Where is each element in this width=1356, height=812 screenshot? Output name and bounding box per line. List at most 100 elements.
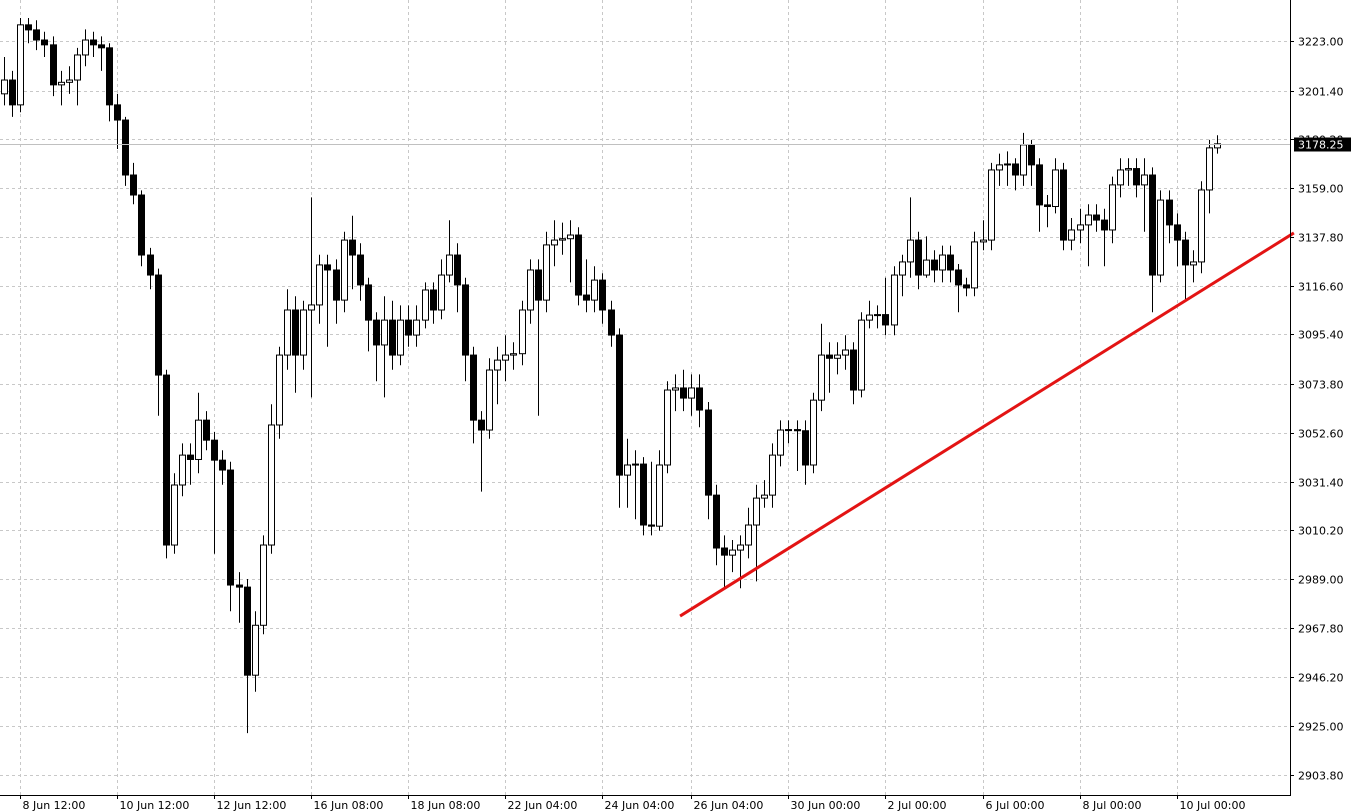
x-tick-label: 12 Jun 12:00 <box>217 799 287 812</box>
candle-body <box>1 79 8 95</box>
candle-body <box>211 439 218 461</box>
candle-body <box>260 544 267 626</box>
candle-body <box>308 304 315 311</box>
candle-body <box>1020 144 1027 176</box>
y-tick-label: 3095.40 <box>1298 329 1344 342</box>
candle-body <box>1117 169 1124 186</box>
candle-body <box>882 314 889 326</box>
candle-body <box>891 274 898 326</box>
candle-body <box>494 359 501 371</box>
candle-body <box>1174 224 1181 241</box>
candle-body <box>874 314 881 317</box>
candle-body <box>341 239 348 301</box>
candle-body <box>915 239 922 276</box>
candle-body <box>688 387 695 399</box>
candle-body <box>454 254 461 286</box>
candle-body <box>33 29 40 41</box>
candle-body <box>324 264 331 271</box>
candle-body <box>656 464 663 527</box>
candle-body <box>171 484 178 546</box>
candle-body <box>980 239 987 243</box>
candle-body <box>25 24 32 31</box>
y-tick-label: 3201.40 <box>1298 86 1344 99</box>
x-tick-label: 16 Jun 08:00 <box>314 799 384 812</box>
candle-body <box>179 454 186 486</box>
candle-body <box>405 319 412 336</box>
candle-body <box>122 119 129 176</box>
candle-body <box>357 254 364 286</box>
candle-body <box>58 81 65 86</box>
candle-body <box>535 269 542 301</box>
y-tick-label: 3073.80 <box>1298 379 1344 392</box>
x-tick-label: 30 Jun 00:00 <box>791 799 861 812</box>
grid <box>0 0 1290 795</box>
candle-body <box>90 39 97 46</box>
candle-body <box>705 409 712 496</box>
candle-body <box>66 79 73 83</box>
candle-body <box>422 289 429 321</box>
candle-body <box>753 497 760 526</box>
y-tick-label: 3052.60 <box>1298 428 1344 441</box>
candle-body <box>543 244 550 301</box>
candle-body <box>1141 174 1148 186</box>
candle-body <box>810 399 817 466</box>
candle-body <box>794 429 801 432</box>
candle-body <box>1133 168 1140 186</box>
candle-body <box>567 234 574 240</box>
candle-body <box>1214 143 1221 149</box>
x-tick-label: 18 Jun 08:00 <box>411 799 481 812</box>
candle-body <box>640 463 647 526</box>
candle-body <box>413 319 420 336</box>
y-tick-label: 2946.20 <box>1298 672 1344 685</box>
candle-body <box>608 309 615 336</box>
x-tick-label: 24 Jun 04:00 <box>605 799 675 812</box>
y-tick-label: 3137.80 <box>1298 232 1344 245</box>
candle-body <box>219 459 226 471</box>
y-tick-label: 3116.60 <box>1298 281 1344 294</box>
candle-body <box>1044 204 1051 208</box>
candle-body <box>1028 144 1035 166</box>
candle-body <box>745 524 752 546</box>
candle-body <box>195 419 202 460</box>
candle-body <box>632 463 639 466</box>
candle-body <box>769 454 776 496</box>
x-tick-label: 10 Jun 12:00 <box>120 799 190 812</box>
candle-body <box>373 319 380 346</box>
candle-body <box>244 586 251 676</box>
candle-body <box>268 424 275 546</box>
candle-body <box>527 269 534 311</box>
candle-body <box>74 54 81 81</box>
candle-body <box>680 387 687 399</box>
x-tick-label: 6 Jul 00:00 <box>986 799 1045 812</box>
candle-body <box>1060 169 1067 241</box>
candle-body <box>899 261 906 276</box>
current-price-label: 3178.25 <box>1298 139 1344 152</box>
candle-body <box>1190 261 1197 266</box>
candle-body <box>672 387 679 391</box>
candle-body <box>50 44 57 86</box>
candle-body <box>591 279 598 301</box>
candle-body <box>624 464 631 476</box>
candle-body <box>947 254 954 271</box>
x-tick-label: 10 Jul 00:00 <box>1180 799 1246 812</box>
candle-body <box>147 254 154 276</box>
candle-body <box>130 174 137 196</box>
candle-body <box>664 389 671 466</box>
y-tick-label: 3159.00 <box>1298 183 1344 196</box>
candle-body <box>551 239 558 246</box>
candle-body <box>761 494 768 499</box>
candle-body <box>155 274 162 376</box>
candle-body <box>365 284 372 321</box>
candle-body <box>842 349 849 356</box>
candle-body <box>349 239 356 256</box>
candle-body <box>114 104 121 121</box>
candle-body <box>462 284 469 356</box>
candle-body <box>316 264 323 306</box>
y-tick-label: 2989.00 <box>1298 574 1344 587</box>
candle-body <box>559 238 566 241</box>
x-tick-label: 2 Jul 00:00 <box>888 799 947 812</box>
candle-body <box>907 239 914 263</box>
candle-body <box>988 169 995 241</box>
candle-body <box>510 353 517 356</box>
y-tick-label: 2903.80 <box>1298 770 1344 783</box>
